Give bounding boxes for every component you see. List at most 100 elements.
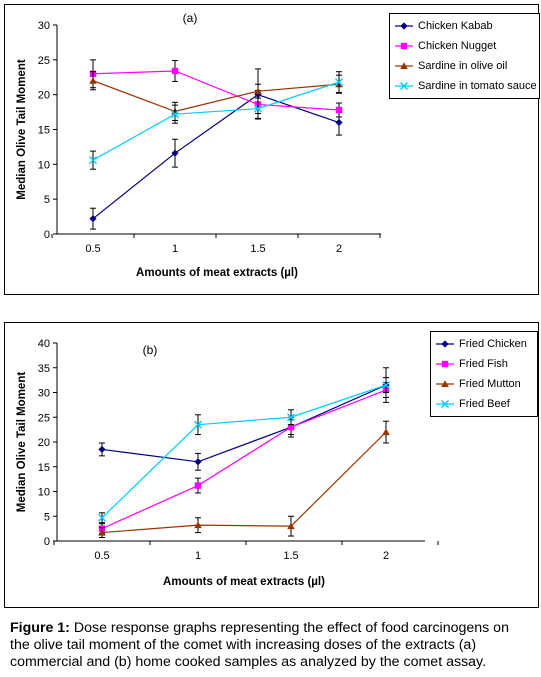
chart-b-series-3-point xyxy=(382,381,390,390)
chart-b-x-tick-label: 0.5 xyxy=(94,550,109,562)
chart-b-series-3-point xyxy=(98,513,106,522)
chart-b-legend-item: Fried Fish xyxy=(435,354,533,374)
chart-b-legend-swatch xyxy=(436,340,454,348)
chart-a-series-1-point xyxy=(171,67,179,75)
chart-a-legend-swatch xyxy=(395,42,413,50)
chart-a-series-0-point xyxy=(89,215,97,223)
chart-b-series-0-line xyxy=(101,384,387,463)
chart-b-series-2-line xyxy=(101,431,387,534)
figure-caption: Figure 1: Dose response graphs represent… xyxy=(10,620,530,671)
chart-a-legend-item: Sardine in tomato sauce xyxy=(394,76,537,96)
chart-b-x-tick-label: 2 xyxy=(383,550,389,562)
chart-a-legend-swatch xyxy=(395,22,413,30)
chart-a-x-axis-title: Amounts of meat extracts (µl) xyxy=(136,267,298,279)
chart-a-series-1-point xyxy=(335,106,343,114)
chart-b-series-1-point xyxy=(287,423,295,431)
chart-b-series-0-point xyxy=(194,458,202,466)
chart-b-legend-marker xyxy=(441,360,449,368)
chart-a-legend-label: Chicken Nugget xyxy=(418,40,497,52)
chart-b-series-3-line xyxy=(101,384,387,519)
chart-panel-b: 0 5 10 15 20 25 30 35 40 0.5 1 1.5 2 Amounts of meat … xyxy=(4,322,539,608)
chart-a-series-3-point xyxy=(254,104,262,113)
chart-b-y-tick-label: 25 xyxy=(38,412,50,424)
chart-a-y-tick-label: 30 xyxy=(38,20,50,32)
legend-a: Chicken Kabab Chicken Nugget Sardine in ol… xyxy=(389,13,540,99)
chart-a-legend-label: Chicken Kabab xyxy=(418,20,493,32)
caption-text: Dose response graphs representing the ef… xyxy=(10,620,509,670)
chart-a-svg: 0 5 10 15 20 25 30 0.5 1 1.5 2 Amounts of meat extr… xyxy=(16,11,381,279)
chart-b-series-2-point xyxy=(287,522,295,530)
chart-b-legend-label: Fried Beef xyxy=(459,398,510,410)
chart-a-panel-label: (a) xyxy=(183,11,198,25)
chart-b-series-0-point xyxy=(98,445,106,454)
chart-b-y-tick-label: 20 xyxy=(38,437,50,449)
chart-b-y-tick-label: 40 xyxy=(38,338,50,350)
chart-a-legend-label: Sardine in tomato sauce xyxy=(418,80,537,92)
chart-b-y-axis-title: Median Olive Tail Moment xyxy=(16,372,28,513)
chart-b-legend-item: Fried Mutton xyxy=(435,374,533,394)
chart-a-x-tick-label: 1.5 xyxy=(250,243,265,255)
chart-a-legend-item: Chicken Nugget xyxy=(394,36,535,56)
chart-a-series-3-point xyxy=(171,110,179,119)
chart-b-legend-label: Fried Chicken xyxy=(459,338,527,350)
chart-b-panel-label: (b) xyxy=(143,343,158,357)
chart-a-series-3-line xyxy=(92,81,340,161)
chart-b-series-3-point xyxy=(287,413,295,422)
chart-b-y-tick-label: 35 xyxy=(38,363,50,375)
chart-b-y-tick-label: 15 xyxy=(38,462,50,474)
chart-b-legend-swatch xyxy=(436,400,454,408)
chart-b-legend-item: Fried Beef xyxy=(435,394,533,414)
chart-b-series-1-line xyxy=(101,389,387,530)
chart-a-y-tick-label: 10 xyxy=(38,159,50,171)
chart-b-legend-swatch xyxy=(436,360,454,368)
chart-b-legend-item: Fried Chicken xyxy=(435,334,533,354)
legend-b: Fried Chicken Fried Fish Fried Mutton Fried… xyxy=(430,331,538,417)
chart-b-y-tick-label: 10 xyxy=(38,487,50,499)
chart-a-legend-swatch xyxy=(395,82,413,90)
chart-b-x-axis-title: Amounts of meat extracts (µl) xyxy=(163,576,325,588)
chart-a-y-axis-title: Median Olive Tail Moment xyxy=(16,59,28,200)
chart-a-y-tick-label: 20 xyxy=(38,90,50,102)
chart-a-series-0-point xyxy=(171,149,179,157)
chart-b-series-1-point xyxy=(194,482,202,489)
chart-b-x-tick-label: 1 xyxy=(195,550,201,562)
chart-a-legend-item: Chicken Kabab xyxy=(394,16,535,36)
chart-a-y-tick-label: 0 xyxy=(44,229,50,241)
chart-a-y-tick-label: 5 xyxy=(44,194,50,206)
chart-b-legend-marker xyxy=(441,400,449,408)
chart-a-series-0-point xyxy=(335,118,343,127)
chart-a-legend-marker xyxy=(400,22,408,30)
chart-b-y-tick-label: 30 xyxy=(38,388,50,400)
chart-a-y-tick-label: 15 xyxy=(38,125,50,137)
chart-a-series-2-point xyxy=(254,87,262,95)
chart-b-series-2-point xyxy=(98,528,106,536)
chart-b-legend-marker xyxy=(441,340,449,348)
chart-b-legend-label: Fried Mutton xyxy=(459,378,521,390)
chart-b-y-tick-label: 5 xyxy=(44,511,50,523)
caption-label: Figure 1: xyxy=(10,620,70,636)
chart-a-legend-item: Sardine in olive oil xyxy=(394,56,535,76)
chart-a-x-tick-label: 0.5 xyxy=(85,243,100,255)
chart-b-series-3-point xyxy=(194,420,202,429)
chart-b-x-tick-label: 1.5 xyxy=(283,550,298,562)
chart-a-series-2-line xyxy=(92,80,340,113)
chart-b-legend-swatch xyxy=(436,380,454,387)
chart-a-legend-marker xyxy=(400,62,408,69)
chart-a-series-2-point xyxy=(89,76,97,84)
chart-a-legend-marker xyxy=(400,82,408,90)
chart-a-y-tick-label: 25 xyxy=(38,55,50,67)
chart-a-x-tick-label: 1 xyxy=(172,243,178,255)
chart-a-legend-marker xyxy=(400,42,408,50)
chart-b-y-tick-label: 0 xyxy=(44,536,50,548)
chart-a-series-3-point xyxy=(89,156,97,165)
chart-a-legend-swatch xyxy=(395,62,413,69)
chart-a-series-3-point xyxy=(335,78,343,87)
chart-a-legend-label: Sardine in olive oil xyxy=(418,60,508,72)
chart-a-x-tick-label: 2 xyxy=(336,243,342,255)
chart-a-series-0-line xyxy=(92,93,340,220)
chart-b-series-2-point xyxy=(382,428,390,436)
chart-b-svg: 0 5 10 15 20 25 30 35 40 0.5 1 1.5 2 Amounts of meat … xyxy=(16,338,439,588)
chart-b-series-2-point xyxy=(194,521,202,529)
chart-panel-a: 0 5 10 15 20 25 30 0.5 1 1.5 2 Amounts of meat extr… xyxy=(4,4,540,295)
chart-a-series-1-line xyxy=(92,70,340,111)
